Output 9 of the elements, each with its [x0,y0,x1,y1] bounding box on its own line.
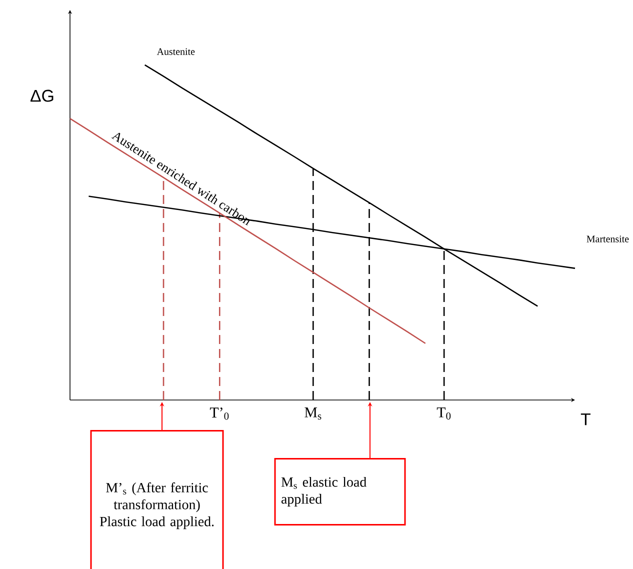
text: Martensite [586,236,629,242]
series-label: Austenite [156,48,195,55]
x-tick-label: M$_{s}$ [304,408,322,420]
text: M$_{s}$ elastic load applied [281,476,366,507]
y-axis-title: ΔG [30,90,54,102]
x-tick-label: T$_{0}$ [436,408,451,420]
x-tick-label: T’$_{0}$ [210,408,229,420]
text: M’$_{s}$ (After ferritic transformation) Plastic load applied. [100,482,214,530]
x-axis-title: T [580,414,590,426]
